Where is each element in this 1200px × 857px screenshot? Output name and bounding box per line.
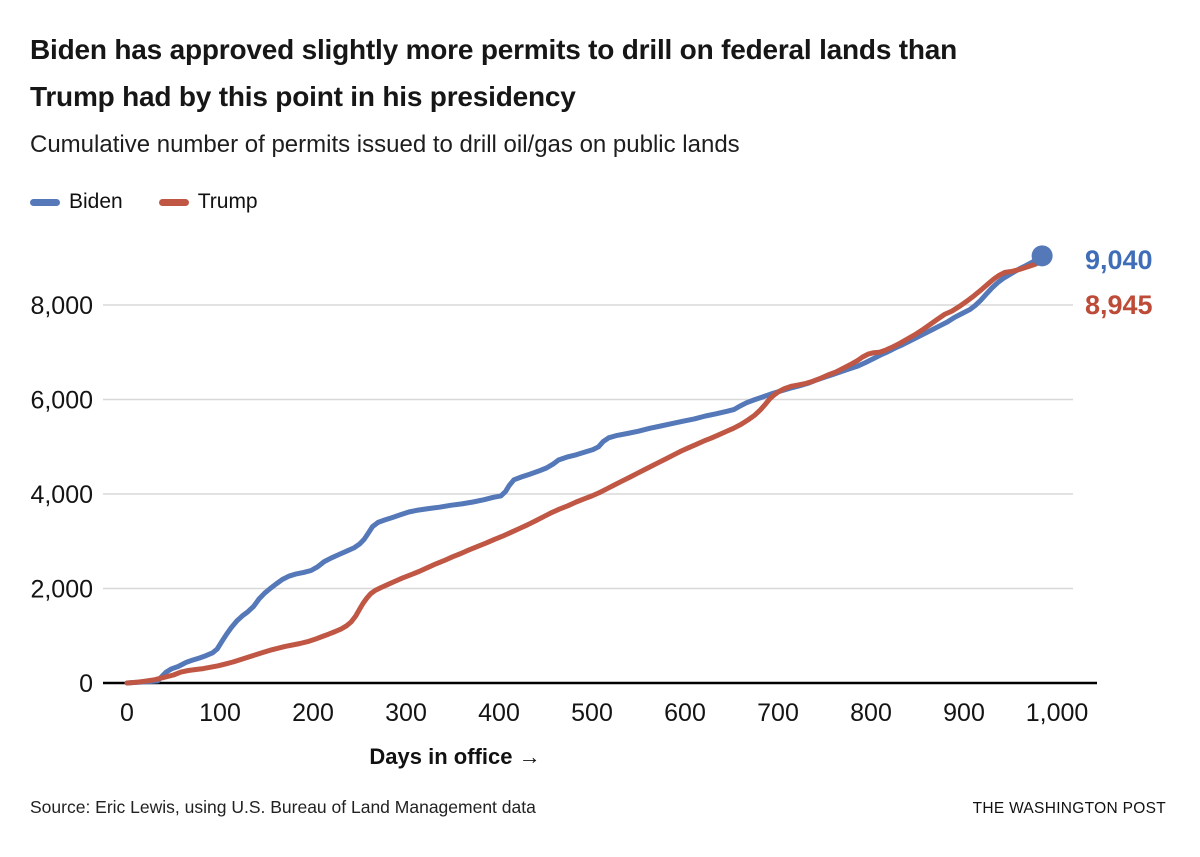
y-tick-label: 6,000 — [30, 387, 93, 415]
legend: Biden Trump — [30, 190, 258, 214]
x-tick-label: 0 — [120, 699, 134, 727]
legend-item-trump: Trump — [158, 190, 258, 214]
x-axis-title: Days in office → — [369, 744, 540, 769]
x-tick-label: 800 — [850, 699, 892, 727]
chart-subtitle: Cumulative number of permits issued to d… — [30, 131, 740, 158]
legend-item-biden: Biden — [30, 190, 123, 214]
x-tick-label: 600 — [664, 699, 706, 727]
legend-label-biden: Biden — [69, 190, 123, 213]
y-tick-label: 8,000 — [30, 292, 93, 320]
x-tick-label: 900 — [943, 699, 985, 727]
publisher-credit: THE WASHINGTON POST — [972, 800, 1166, 817]
y-tick-label: 0 — [79, 670, 93, 698]
trump-line-swatch — [158, 198, 189, 206]
end-label-biden: 9,040 — [1085, 245, 1153, 275]
y-tick-label: 2,000 — [30, 576, 93, 604]
chart-title: Biden has approved slightly more permits… — [30, 34, 958, 112]
source-note: Source: Eric Lewis, using U.S. Bureau of… — [30, 797, 536, 817]
end-label-trump: 8,945 — [1085, 290, 1153, 320]
series-line-trump — [124, 257, 1047, 686]
biden-line-swatch — [30, 198, 60, 206]
x-tick-label: 500 — [571, 699, 613, 727]
x-tick-label: 1,000 — [1026, 699, 1089, 727]
y-tick-label: 4,000 — [30, 481, 93, 509]
x-tick-label: 700 — [757, 699, 799, 727]
series-line-biden — [124, 253, 1045, 686]
legend-label-trump: Trump — [197, 190, 258, 213]
x-tick-label: 200 — [292, 699, 334, 727]
x-tick-label: 100 — [199, 699, 241, 727]
x-tick-label: 300 — [385, 699, 427, 727]
biden-end-dot — [1031, 245, 1053, 267]
x-tick-label: 400 — [478, 699, 520, 727]
